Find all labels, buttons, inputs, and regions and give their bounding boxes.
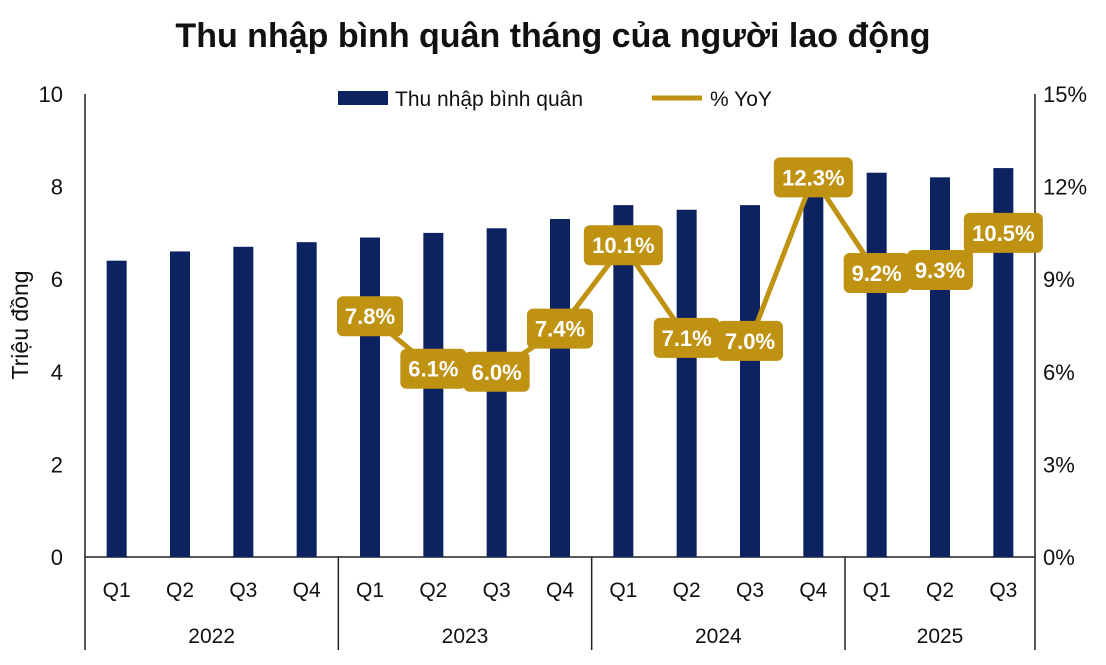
x-tick-label: Q3	[736, 579, 764, 602]
yoy-label-box	[843, 253, 910, 294]
yoy-label-box	[963, 212, 1043, 253]
x-tick-label: Q2	[673, 579, 701, 602]
x-tick-label: Q1	[609, 579, 637, 602]
x-tick-label: Q3	[483, 579, 511, 602]
x-tick-label: Q4	[546, 579, 574, 602]
legend: Thu nhập bình quân % YoY	[338, 88, 772, 111]
x-tick-label: Q3	[229, 579, 257, 602]
chart-title: Thu nhập bình quân tháng của người lao đ…	[175, 17, 930, 55]
yoy-label-box	[907, 249, 973, 290]
yoy-label-box	[653, 317, 720, 358]
yoy-data-label: 7.8%	[345, 304, 395, 329]
yoy-label-box	[717, 320, 783, 361]
legend-label-line: % YoY	[710, 88, 772, 111]
bar	[676, 209, 697, 557]
yoy-label-box	[463, 351, 530, 392]
y-tick-label: 0	[51, 545, 63, 570]
yoy-data-label: 7.1%	[662, 326, 712, 351]
yoy-data-label: 9.3%	[915, 258, 965, 283]
y-axis-label: Triệu đồng	[7, 270, 33, 379]
year-label: 2022	[188, 625, 235, 648]
bar	[550, 219, 570, 557]
y-tick-label: 2	[51, 452, 63, 477]
bar	[486, 228, 507, 557]
yoy-data-label: 12.3%	[782, 165, 844, 190]
bar	[930, 177, 950, 557]
yoy-data-label: 7.4%	[535, 317, 585, 342]
yoy-label-box	[337, 296, 403, 337]
bar	[170, 251, 190, 558]
legend-swatch-bar	[338, 91, 388, 105]
x-tick-label: Q3	[989, 579, 1017, 602]
y-tick-label: 6	[51, 267, 63, 292]
x-tick-label: Q1	[356, 579, 384, 602]
yoy-label-box	[400, 348, 467, 389]
yoy-data-label: 6.0%	[472, 360, 522, 385]
x-tick-label: Q2	[926, 579, 954, 602]
bar	[106, 260, 127, 557]
bar	[423, 232, 444, 557]
y2-tick-label: 6%	[1043, 360, 1075, 385]
x-tick-label: Q4	[293, 579, 321, 602]
bar	[360, 237, 380, 557]
y2-tick-label: 3%	[1043, 452, 1075, 477]
yoy-label-box	[583, 225, 663, 266]
yoy-data-label: 6.1%	[408, 357, 458, 382]
yoy-data-label: 7.0%	[725, 329, 775, 354]
bar	[803, 177, 824, 557]
year-label: 2025	[917, 625, 964, 648]
yoy-data-label: 10.5%	[972, 221, 1034, 246]
x-tick-label: Q2	[166, 579, 194, 602]
yoy-data-label: 9.2%	[852, 261, 902, 286]
y2-tick-label: 9%	[1043, 267, 1075, 292]
yoy-label-box	[527, 308, 593, 349]
bar	[866, 172, 887, 557]
y2-tick-label: 15%	[1043, 82, 1087, 107]
y-tick-label: 8	[51, 175, 63, 200]
year-label: 2023	[442, 625, 489, 648]
bar	[233, 246, 254, 558]
y-tick-label: 4	[51, 360, 63, 385]
y2-tick-label: 12%	[1043, 175, 1087, 200]
x-tick-label: Q2	[419, 579, 447, 602]
x-tick-label: Q4	[799, 579, 827, 602]
bar	[613, 205, 634, 557]
bar	[993, 168, 1014, 557]
x-tick-label: Q1	[863, 579, 891, 602]
y-tick-label: 10	[39, 82, 63, 107]
x-tick-label: Q1	[103, 579, 131, 602]
y2-tick-label: 0%	[1043, 545, 1075, 570]
yoy-data-label: 10.1%	[592, 233, 654, 258]
legend-label-bar: Thu nhập bình quân	[395, 88, 583, 111]
year-label: 2024	[695, 625, 742, 648]
yoy-label-box	[773, 157, 853, 198]
bar	[296, 242, 317, 557]
bar	[740, 205, 760, 557]
